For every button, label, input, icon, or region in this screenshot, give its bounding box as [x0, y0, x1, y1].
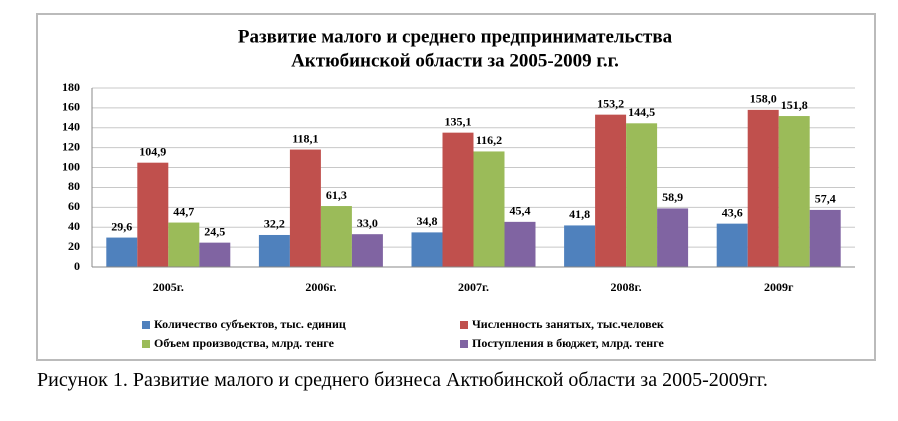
y-tick-label: 140 — [62, 120, 80, 134]
value-label: 116,2 — [476, 133, 502, 147]
x-tick-label: 2007г. — [458, 280, 489, 294]
bar — [411, 232, 443, 267]
bar — [595, 114, 627, 267]
value-label: 44,7 — [173, 204, 194, 218]
legend-label: Количество субъектов, тыс. единиц — [154, 317, 346, 331]
value-label: 158,0 — [750, 92, 777, 106]
bar — [564, 225, 596, 267]
bar — [473, 151, 505, 267]
legend-swatch — [460, 321, 468, 329]
y-tick-label: 100 — [62, 159, 80, 173]
y-tick-label: 40 — [68, 219, 80, 233]
value-label: 135,1 — [445, 114, 472, 128]
bar — [716, 223, 748, 267]
bar — [168, 222, 200, 267]
value-label: 45,4 — [510, 204, 531, 218]
y-tick-label: 160 — [62, 100, 80, 114]
bar — [199, 242, 231, 267]
value-label: 32,2 — [264, 217, 285, 231]
y-tick-label: 120 — [62, 139, 80, 153]
bar — [657, 208, 689, 267]
value-label: 144,5 — [628, 105, 655, 119]
y-tick-label: 60 — [68, 199, 80, 213]
bar — [809, 209, 841, 267]
bar — [106, 237, 138, 267]
bar — [289, 149, 321, 267]
y-tick-label: 180 — [62, 80, 80, 94]
value-label: 57,4 — [815, 192, 836, 206]
value-label: 153,2 — [597, 96, 624, 110]
value-label: 24,5 — [204, 224, 225, 238]
value-label: 41,8 — [569, 207, 590, 221]
legend-swatch — [142, 340, 150, 348]
legend-label: Объем производства, млрд. тенге — [154, 336, 335, 350]
x-tick-label: 2006г. — [305, 280, 336, 294]
value-label: 29,6 — [111, 219, 132, 233]
y-tick-label: 80 — [68, 179, 80, 193]
bar — [320, 206, 352, 267]
chart-title: Развитие малого и среднего предпринимате… — [238, 26, 673, 47]
chart: Развитие малого и среднего предпринимате… — [36, 13, 876, 361]
value-label: 151,8 — [781, 98, 808, 112]
bar — [747, 109, 779, 267]
value-label: 33,0 — [357, 216, 378, 230]
bar — [778, 116, 810, 267]
y-tick-label: 20 — [68, 239, 80, 253]
legend-label: Численность занятых, тыс.человек — [472, 317, 664, 331]
bar — [137, 162, 169, 267]
legend-label: Поступления в бюджет, млрд. тенге — [472, 336, 665, 350]
value-label: 43,6 — [722, 205, 743, 219]
legend-swatch — [142, 321, 150, 329]
x-tick-label: 2008г. — [611, 280, 642, 294]
caption: Рисунок 1. Развитие малого и среднего би… — [37, 369, 768, 391]
bar — [504, 221, 536, 267]
value-label: 58,9 — [662, 190, 683, 204]
y-tick-label: 0 — [74, 259, 80, 273]
legend-swatch — [460, 340, 468, 348]
bar — [351, 234, 383, 267]
value-label: 34,8 — [417, 214, 438, 228]
value-label: 61,3 — [326, 188, 347, 202]
value-label: 118,1 — [292, 131, 318, 145]
bar — [258, 234, 290, 267]
bar — [442, 132, 474, 267]
x-tick-label: 2009г — [764, 280, 794, 294]
value-label: 104,9 — [139, 144, 166, 158]
x-tick-label: 2005г. — [153, 280, 184, 294]
chart-title: Актюбинской области за 2005-2009 г.г. — [291, 50, 619, 71]
bar — [626, 123, 658, 267]
